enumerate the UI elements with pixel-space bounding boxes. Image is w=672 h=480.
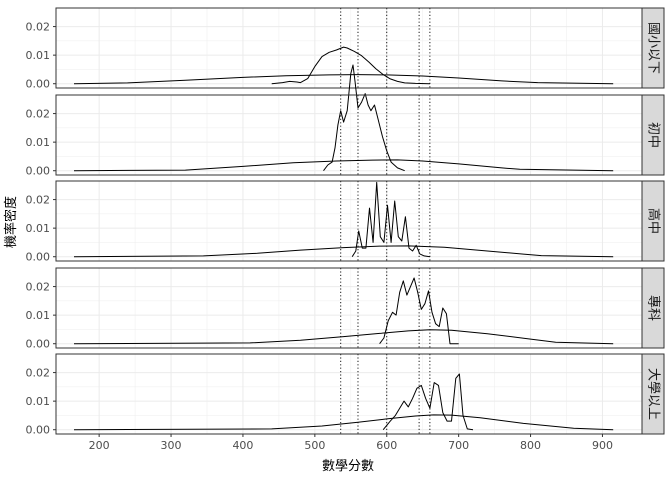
panel-background — [56, 181, 642, 261]
y-tick-label: 0.02 — [26, 194, 51, 207]
y-tick-label: 0.00 — [26, 424, 51, 437]
empirical-density-curve — [271, 46, 430, 85]
facet-strip-label: 專科 — [646, 295, 661, 321]
y-tick-label: 0.00 — [26, 251, 51, 264]
y-tick-label: 0.01 — [26, 49, 51, 62]
y-tick-label: 0.01 — [26, 309, 51, 322]
normal-density-curve — [73, 414, 614, 431]
y-tick-label: 0.00 — [26, 78, 51, 91]
x-tick-label: 600 — [376, 439, 397, 452]
normal-density-curve — [73, 74, 614, 85]
y-tick-label: 0.02 — [26, 21, 51, 34]
normal-density-curve — [73, 245, 614, 258]
y-tick-label: 0.01 — [26, 136, 51, 149]
x-tick-label: 900 — [592, 439, 613, 452]
panel-background — [56, 8, 642, 88]
y-tick-label: 0.00 — [26, 165, 51, 178]
panel-background — [56, 354, 642, 434]
x-tick-label: 400 — [232, 439, 253, 452]
facet-strip-label: 高中 — [646, 208, 662, 234]
x-tick-label: 300 — [161, 439, 182, 452]
y-tick-label: 0.01 — [26, 395, 51, 408]
panel-background — [56, 268, 642, 348]
y-axis-title: 機率密度 — [3, 196, 19, 248]
normal-density-curve — [73, 329, 614, 345]
empirical-density-curve — [323, 64, 405, 172]
empirical-density-curve — [351, 181, 430, 258]
facet-strip — [641, 7, 665, 89]
facet-strip-label: 初中 — [646, 122, 661, 148]
x-axis-title: 數學分數 — [322, 459, 374, 474]
x-tick-label: 200 — [89, 439, 110, 452]
normal-density-curve — [73, 159, 614, 172]
empirical-density-curve — [382, 373, 474, 431]
y-tick-label: 0.02 — [26, 367, 51, 380]
y-tick-label: 0.00 — [26, 338, 51, 351]
y-tick-label: 0.01 — [26, 222, 51, 235]
facet-strip — [641, 353, 665, 435]
facet-strip — [641, 267, 665, 349]
facet-strip-label: 大學以上 — [646, 368, 661, 420]
y-tick-label: 0.02 — [26, 108, 51, 121]
x-tick-label: 700 — [448, 439, 469, 452]
panel-background — [56, 95, 642, 175]
x-tick-label: 800 — [520, 439, 541, 452]
x-tick-label: 500 — [304, 439, 325, 452]
empirical-density-curve — [379, 277, 459, 345]
facet-strip-label: 國小以下 — [646, 22, 661, 74]
facet-strip — [641, 180, 665, 262]
y-tick-label: 0.02 — [26, 281, 51, 294]
facet-strip — [641, 94, 665, 176]
